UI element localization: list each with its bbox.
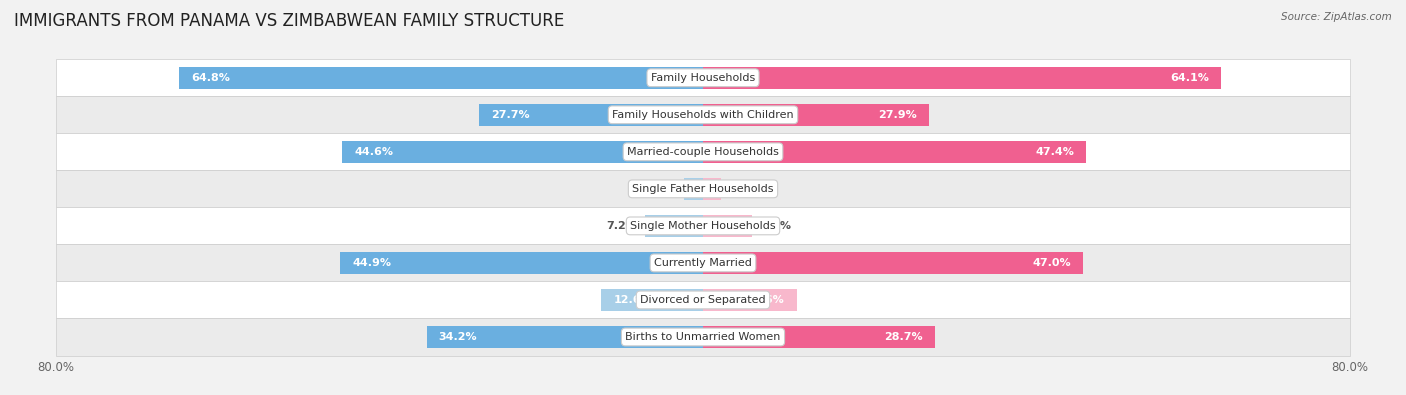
Bar	[602, 289, 703, 311]
Bar	[56, 281, 1350, 318]
Bar	[703, 326, 935, 348]
Bar	[56, 59, 1350, 96]
Text: Single Mother Households: Single Mother Households	[630, 221, 776, 231]
Text: Family Households with Children: Family Households with Children	[612, 110, 794, 120]
Bar	[703, 289, 797, 311]
Bar	[340, 252, 703, 274]
Bar	[343, 141, 703, 163]
Bar	[683, 178, 703, 199]
Text: 6.1%: 6.1%	[761, 221, 792, 231]
Text: 47.4%: 47.4%	[1035, 147, 1074, 157]
Text: 28.7%: 28.7%	[884, 332, 922, 342]
Text: Married-couple Households: Married-couple Households	[627, 147, 779, 157]
Text: 64.8%: 64.8%	[191, 73, 231, 83]
Text: 2.4%: 2.4%	[644, 184, 675, 194]
Text: Single Father Households: Single Father Households	[633, 184, 773, 194]
Text: 47.0%: 47.0%	[1032, 258, 1071, 268]
Text: 34.2%: 34.2%	[439, 332, 477, 342]
Bar	[645, 215, 703, 237]
Text: 44.9%: 44.9%	[352, 258, 391, 268]
Bar	[703, 178, 721, 199]
Bar	[703, 215, 752, 237]
Text: 27.9%: 27.9%	[877, 110, 917, 120]
Text: 2.2%: 2.2%	[728, 184, 759, 194]
Bar	[703, 104, 928, 126]
Text: 44.6%: 44.6%	[354, 147, 394, 157]
Bar	[703, 67, 1222, 88]
Text: 27.7%: 27.7%	[491, 110, 530, 120]
Bar	[56, 207, 1350, 245]
Text: Currently Married: Currently Married	[654, 258, 752, 268]
Text: 11.6%: 11.6%	[747, 295, 785, 305]
Bar	[479, 104, 703, 126]
Text: 7.2%: 7.2%	[606, 221, 637, 231]
Text: Source: ZipAtlas.com: Source: ZipAtlas.com	[1281, 12, 1392, 22]
Bar	[179, 67, 703, 88]
Bar	[56, 318, 1350, 356]
Bar	[426, 326, 703, 348]
Text: Family Households: Family Households	[651, 73, 755, 83]
Bar	[56, 245, 1350, 281]
Text: 64.1%: 64.1%	[1170, 73, 1209, 83]
Text: Births to Unmarried Women: Births to Unmarried Women	[626, 332, 780, 342]
Text: IMMIGRANTS FROM PANAMA VS ZIMBABWEAN FAMILY STRUCTURE: IMMIGRANTS FROM PANAMA VS ZIMBABWEAN FAM…	[14, 12, 564, 30]
Legend: Immigrants from Panama, Zimbabwean: Immigrants from Panama, Zimbabwean	[547, 391, 859, 395]
Bar	[703, 252, 1083, 274]
Bar	[56, 96, 1350, 134]
Text: Divorced or Separated: Divorced or Separated	[640, 295, 766, 305]
Bar	[56, 170, 1350, 207]
Bar	[56, 134, 1350, 170]
Bar	[703, 141, 1087, 163]
Text: 12.6%: 12.6%	[613, 295, 652, 305]
